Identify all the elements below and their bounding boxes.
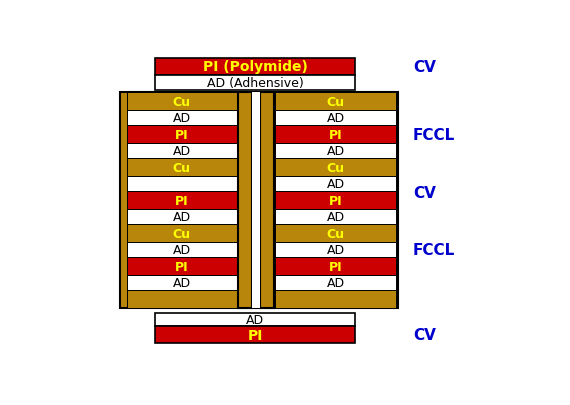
Text: PI: PI bbox=[175, 128, 189, 141]
Bar bbox=[252, 93, 260, 308]
Text: CV: CV bbox=[413, 60, 436, 75]
Text: AD (Adhensive): AD (Adhensive) bbox=[207, 77, 304, 90]
Text: AD: AD bbox=[173, 112, 191, 125]
Bar bbox=[127, 224, 237, 243]
Text: PI: PI bbox=[329, 260, 343, 273]
Bar bbox=[260, 93, 274, 308]
Text: CV: CV bbox=[413, 328, 436, 343]
Text: Cu: Cu bbox=[173, 227, 190, 240]
Text: Cu: Cu bbox=[327, 96, 345, 109]
Bar bbox=[275, 144, 396, 159]
Bar bbox=[155, 313, 355, 327]
Text: AD: AD bbox=[173, 243, 191, 256]
Text: PI: PI bbox=[175, 194, 189, 207]
Text: Cu: Cu bbox=[173, 96, 190, 109]
Bar bbox=[127, 210, 237, 224]
Bar bbox=[120, 93, 398, 308]
Bar bbox=[127, 290, 237, 308]
Bar bbox=[275, 192, 396, 210]
Text: FCCL: FCCL bbox=[413, 243, 455, 258]
Bar bbox=[275, 224, 396, 243]
Bar bbox=[275, 111, 396, 126]
Bar bbox=[155, 327, 355, 343]
Bar bbox=[127, 93, 237, 111]
Text: Cu: Cu bbox=[173, 161, 190, 174]
Text: PI: PI bbox=[175, 260, 189, 273]
Text: AD: AD bbox=[173, 211, 191, 224]
Bar bbox=[127, 243, 237, 257]
Bar bbox=[275, 290, 396, 308]
Bar bbox=[127, 275, 237, 290]
Text: AD: AD bbox=[327, 112, 345, 125]
Text: Cu: Cu bbox=[327, 161, 345, 174]
Text: PI: PI bbox=[247, 328, 263, 342]
Bar bbox=[275, 257, 396, 275]
Bar bbox=[155, 59, 355, 75]
Bar bbox=[238, 93, 252, 308]
Text: AD: AD bbox=[246, 313, 264, 326]
Text: AD: AD bbox=[173, 145, 191, 158]
Text: AD: AD bbox=[327, 276, 345, 289]
Bar bbox=[127, 111, 237, 126]
Bar bbox=[275, 275, 396, 290]
Text: PI: PI bbox=[329, 128, 343, 141]
Bar bbox=[127, 126, 237, 144]
Text: AD: AD bbox=[327, 211, 345, 224]
Bar bbox=[275, 126, 396, 144]
Bar bbox=[275, 243, 396, 257]
Bar bbox=[127, 159, 237, 177]
Bar bbox=[155, 75, 355, 91]
Bar bbox=[127, 144, 237, 159]
Bar bbox=[238, 93, 252, 308]
Bar bbox=[275, 210, 396, 224]
Text: PI (Polymide): PI (Polymide) bbox=[203, 60, 308, 74]
Bar bbox=[127, 257, 237, 275]
Text: PI: PI bbox=[329, 194, 343, 207]
Text: FCCL: FCCL bbox=[413, 128, 455, 143]
Bar bbox=[260, 93, 274, 308]
Text: CV: CV bbox=[413, 186, 436, 201]
Bar bbox=[275, 159, 396, 177]
Text: AD: AD bbox=[327, 145, 345, 158]
Bar bbox=[127, 192, 237, 210]
Text: AD: AD bbox=[327, 243, 345, 256]
Text: AD: AD bbox=[327, 178, 345, 191]
Bar bbox=[127, 177, 237, 192]
Text: AD: AD bbox=[173, 276, 191, 289]
Bar bbox=[275, 93, 396, 111]
Bar bbox=[275, 177, 396, 192]
Bar bbox=[252, 93, 260, 308]
Text: Cu: Cu bbox=[327, 227, 345, 240]
